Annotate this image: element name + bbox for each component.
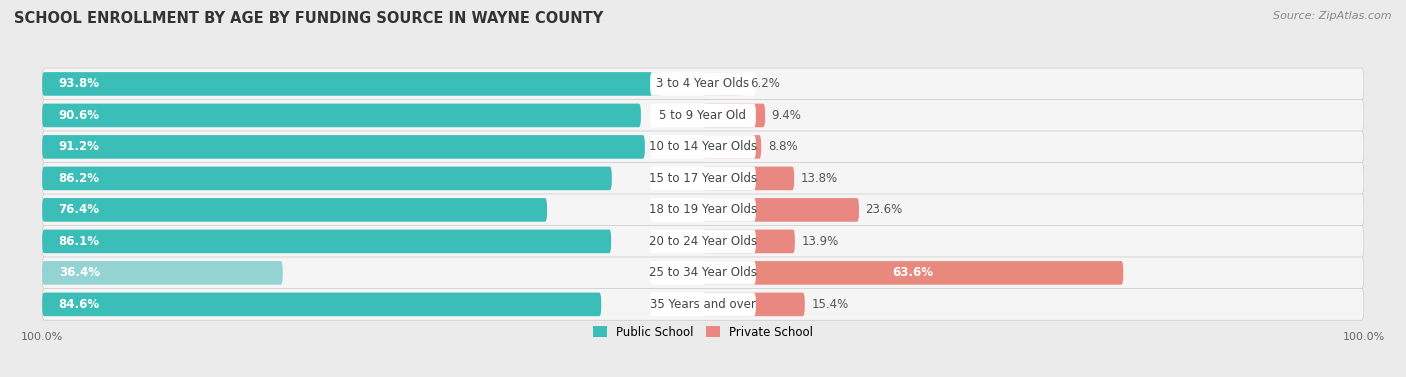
- Text: 35 Years and over: 35 Years and over: [650, 298, 756, 311]
- Text: 10 to 14 Year Olds: 10 to 14 Year Olds: [650, 140, 756, 153]
- FancyBboxPatch shape: [650, 72, 756, 96]
- FancyBboxPatch shape: [650, 261, 756, 285]
- Legend: Public School, Private School: Public School, Private School: [588, 321, 818, 343]
- FancyBboxPatch shape: [650, 167, 756, 190]
- Text: 13.9%: 13.9%: [801, 235, 839, 248]
- FancyBboxPatch shape: [703, 72, 744, 96]
- FancyBboxPatch shape: [42, 104, 641, 127]
- FancyBboxPatch shape: [42, 131, 1364, 163]
- FancyBboxPatch shape: [42, 293, 602, 316]
- FancyBboxPatch shape: [650, 230, 756, 253]
- Text: 25 to 34 Year Olds: 25 to 34 Year Olds: [650, 267, 756, 279]
- FancyBboxPatch shape: [703, 104, 765, 127]
- FancyBboxPatch shape: [703, 167, 794, 190]
- Text: 86.2%: 86.2%: [59, 172, 100, 185]
- Text: 5 to 9 Year Old: 5 to 9 Year Old: [659, 109, 747, 122]
- Text: 18 to 19 Year Olds: 18 to 19 Year Olds: [650, 204, 756, 216]
- Text: 91.2%: 91.2%: [59, 140, 100, 153]
- Text: 63.6%: 63.6%: [893, 267, 934, 279]
- Text: 15 to 17 Year Olds: 15 to 17 Year Olds: [650, 172, 756, 185]
- FancyBboxPatch shape: [650, 198, 756, 222]
- FancyBboxPatch shape: [650, 135, 756, 159]
- Text: 76.4%: 76.4%: [59, 204, 100, 216]
- FancyBboxPatch shape: [42, 167, 612, 190]
- Text: 3 to 4 Year Olds: 3 to 4 Year Olds: [657, 77, 749, 90]
- FancyBboxPatch shape: [42, 288, 1364, 320]
- Text: 93.8%: 93.8%: [59, 77, 100, 90]
- FancyBboxPatch shape: [703, 230, 794, 253]
- Text: 15.4%: 15.4%: [811, 298, 849, 311]
- FancyBboxPatch shape: [650, 293, 756, 316]
- Text: 13.8%: 13.8%: [801, 172, 838, 185]
- Text: 90.6%: 90.6%: [59, 109, 100, 122]
- FancyBboxPatch shape: [42, 230, 612, 253]
- FancyBboxPatch shape: [42, 198, 547, 222]
- Text: 9.4%: 9.4%: [772, 109, 801, 122]
- Text: 8.8%: 8.8%: [768, 140, 797, 153]
- FancyBboxPatch shape: [42, 72, 662, 96]
- FancyBboxPatch shape: [42, 194, 1364, 226]
- Text: 20 to 24 Year Olds: 20 to 24 Year Olds: [650, 235, 756, 248]
- FancyBboxPatch shape: [703, 261, 1123, 285]
- FancyBboxPatch shape: [650, 104, 756, 127]
- FancyBboxPatch shape: [42, 261, 283, 285]
- FancyBboxPatch shape: [703, 198, 859, 222]
- FancyBboxPatch shape: [42, 100, 1364, 131]
- FancyBboxPatch shape: [703, 135, 761, 159]
- Text: 36.4%: 36.4%: [59, 267, 100, 279]
- FancyBboxPatch shape: [703, 293, 804, 316]
- Text: 6.2%: 6.2%: [751, 77, 780, 90]
- FancyBboxPatch shape: [42, 162, 1364, 194]
- FancyBboxPatch shape: [42, 68, 1364, 100]
- FancyBboxPatch shape: [42, 135, 645, 159]
- Text: Source: ZipAtlas.com: Source: ZipAtlas.com: [1274, 11, 1392, 21]
- FancyBboxPatch shape: [42, 257, 1364, 289]
- Text: 86.1%: 86.1%: [59, 235, 100, 248]
- Text: 84.6%: 84.6%: [59, 298, 100, 311]
- Text: 23.6%: 23.6%: [866, 204, 903, 216]
- Text: SCHOOL ENROLLMENT BY AGE BY FUNDING SOURCE IN WAYNE COUNTY: SCHOOL ENROLLMENT BY AGE BY FUNDING SOUR…: [14, 11, 603, 26]
- FancyBboxPatch shape: [42, 225, 1364, 257]
